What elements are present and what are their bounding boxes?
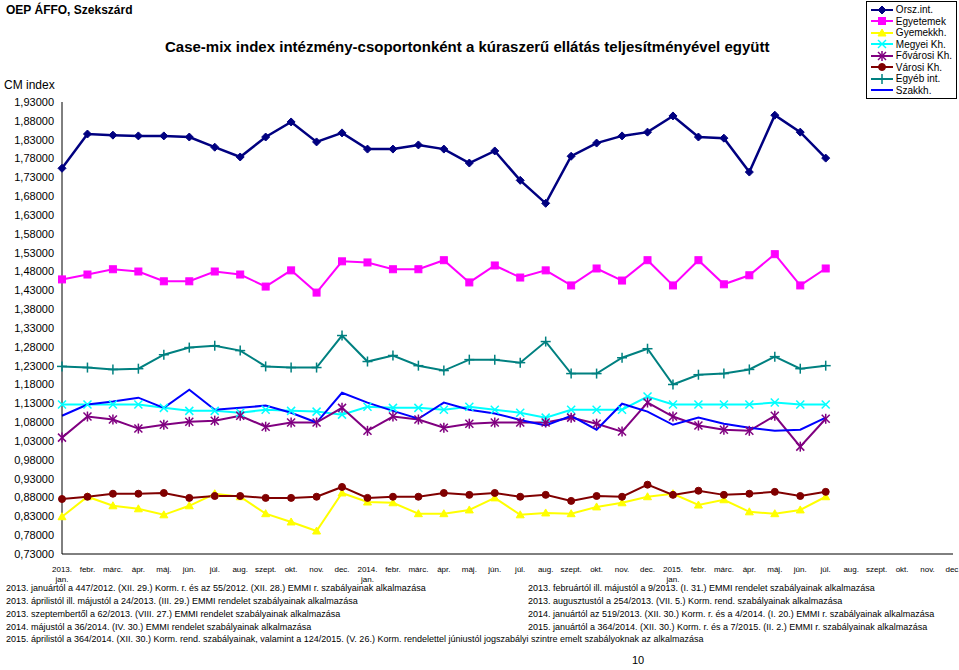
svg-text:1,68000: 1,68000 <box>14 190 54 202</box>
html-text:2013. februártól ill. májustól: 2013. februártól ill. májustól a 9/2013.… <box>528 583 875 593</box>
svg-text:márc.: márc. <box>103 565 123 574</box>
html-text:2015. áprilistól a 364/2014. (: 2015. áprilistól a 364/2014. (XII. 30.) … <box>6 634 704 644</box>
svg-text:okt.: okt. <box>896 565 909 574</box>
svg-text:szept.: szept. <box>560 565 581 574</box>
svg-text:aug.: aug. <box>843 565 859 574</box>
svg-text:1,33000: 1,33000 <box>14 322 54 334</box>
html-text:2013. szeptembertől a 62/2013.: 2013. szeptembertől a 62/2013. (VIII. 27… <box>6 609 341 619</box>
svg-text:0,83000: 0,83000 <box>14 510 54 522</box>
svg-text:0,98000: 0,98000 <box>14 454 54 466</box>
svg-text:nov.: nov. <box>920 565 935 574</box>
html-text:Egyéb int.: Egyéb int. <box>895 73 941 85</box>
svg-text:júl.: júl. <box>514 565 525 574</box>
html-text:2015. januártól a 364/2014. (X: 2015. januártól a 364/2014. (XII. 30.) K… <box>528 622 928 632</box>
svg-text:márc.: márc. <box>408 565 428 574</box>
svg-text:ápr.: ápr. <box>437 565 450 574</box>
svg-text:1,93000: 1,93000 <box>14 96 54 108</box>
svg-text:0,88000: 0,88000 <box>14 491 54 503</box>
html-text:Egyetemek: Egyetemek <box>895 15 946 27</box>
svg-text:1,73000: 1,73000 <box>14 171 54 183</box>
svg-text:aug.: aug. <box>538 565 554 574</box>
svg-text:nov.: nov. <box>615 565 630 574</box>
svg-text:0,93000: 0,93000 <box>14 473 54 485</box>
svg-text:nov.: nov. <box>309 565 324 574</box>
svg-text:júl.: júl. <box>820 565 831 574</box>
svg-text:okt.: okt. <box>590 565 603 574</box>
svg-text:1,53000: 1,53000 <box>14 247 54 259</box>
html-text:Orsz.int.: Orsz.int. <box>895 4 934 16</box>
svg-text:szept.: szept. <box>255 565 276 574</box>
svg-text:1,23000: 1,23000 <box>14 360 54 372</box>
svg-text:dec.: dec. <box>945 565 951 574</box>
html-text:Városi Kh.: Városi Kh. <box>895 61 942 73</box>
svg-text:dec.: dec. <box>640 565 655 574</box>
svg-text:jún.: jún. <box>487 565 501 574</box>
svg-text:okt.: okt. <box>285 565 298 574</box>
svg-text:aug.: aug. <box>232 565 248 574</box>
svg-text:1,28000: 1,28000 <box>14 341 54 353</box>
html-text:2013. augusztustól a 254/2013.: 2013. augusztustól a 254/2013. (VII. 5.)… <box>528 596 843 606</box>
svg-text:1,48000: 1,48000 <box>14 265 54 277</box>
svg-text:dec.: dec. <box>334 565 349 574</box>
svg-text:febr.: febr. <box>80 565 96 574</box>
html-text:Case-mix index intézmény-csopo: Case-mix index intézmény-csoportonként a… <box>165 38 770 55</box>
html-text:Szakkh.: Szakkh. <box>895 84 932 96</box>
svg-text:1,38000: 1,38000 <box>14 303 54 315</box>
svg-text:2015.jan.: 2015.jan. <box>663 565 683 584</box>
svg-text:0,78000: 0,78000 <box>14 529 54 541</box>
html-text:Gyemekkh.: Gyemekkh. <box>895 27 947 39</box>
html-text:2014. januártól az 519/2013. (: 2014. januártól az 519/2013. (XII. 30.) … <box>528 609 935 619</box>
svg-text:2013.jan.: 2013.jan. <box>52 565 72 584</box>
svg-text:1,58000: 1,58000 <box>14 228 54 240</box>
html-text:2013. áprilistól ill. májustól: 2013. áprilistól ill. májustól a 24/2013… <box>6 596 358 606</box>
svg-text:1,83000: 1,83000 <box>14 134 54 146</box>
svg-text:jún.: jún. <box>182 565 196 574</box>
html-text:Fővárosi Kh.: Fővárosi Kh. <box>895 50 952 62</box>
svg-text:1,08000: 1,08000 <box>14 416 54 428</box>
svg-text:márc.: márc. <box>714 565 734 574</box>
svg-text:1,13000: 1,13000 <box>14 397 54 409</box>
svg-text:1,03000: 1,03000 <box>14 435 54 447</box>
svg-text:febr.: febr. <box>385 565 401 574</box>
svg-text:1,18000: 1,18000 <box>14 378 54 390</box>
svg-text:ápr.: ápr. <box>132 565 145 574</box>
html-text:10: 10 <box>632 654 645 666</box>
svg-text:jún.: jún. <box>793 565 807 574</box>
svg-text:máj.: máj. <box>767 565 782 574</box>
svg-text:máj.: máj. <box>156 565 171 574</box>
html-text:OEP ÁFFO, Szekszárd: OEP ÁFFO, Szekszárd <box>6 3 133 17</box>
svg-text:ápr.: ápr. <box>743 565 756 574</box>
svg-text:szept.: szept. <box>866 565 887 574</box>
svg-text:2014.jan.: 2014.jan. <box>357 565 377 584</box>
html-text:2014. májustól a 36/2014. (IV.: 2014. májustól a 36/2014. (IV. 30.) EMMI… <box>6 622 312 632</box>
html-text:Megyei Kh.: Megyei Kh. <box>895 38 946 50</box>
svg-text:1,88000: 1,88000 <box>14 115 54 127</box>
svg-text:0,73000: 0,73000 <box>14 548 54 560</box>
svg-text:máj.: máj. <box>462 565 477 574</box>
svg-text:1,43000: 1,43000 <box>14 284 54 296</box>
svg-text:1,78000: 1,78000 <box>14 152 54 164</box>
svg-text:1,63000: 1,63000 <box>14 209 54 221</box>
html-text:2013. januártól a 447/2012. (X: 2013. januártól a 447/2012. (XII. 29.) K… <box>6 583 426 593</box>
html-text:CM index: CM index <box>4 78 55 92</box>
svg-text:júl.: júl. <box>209 565 220 574</box>
svg-text:febr.: febr. <box>691 565 707 574</box>
